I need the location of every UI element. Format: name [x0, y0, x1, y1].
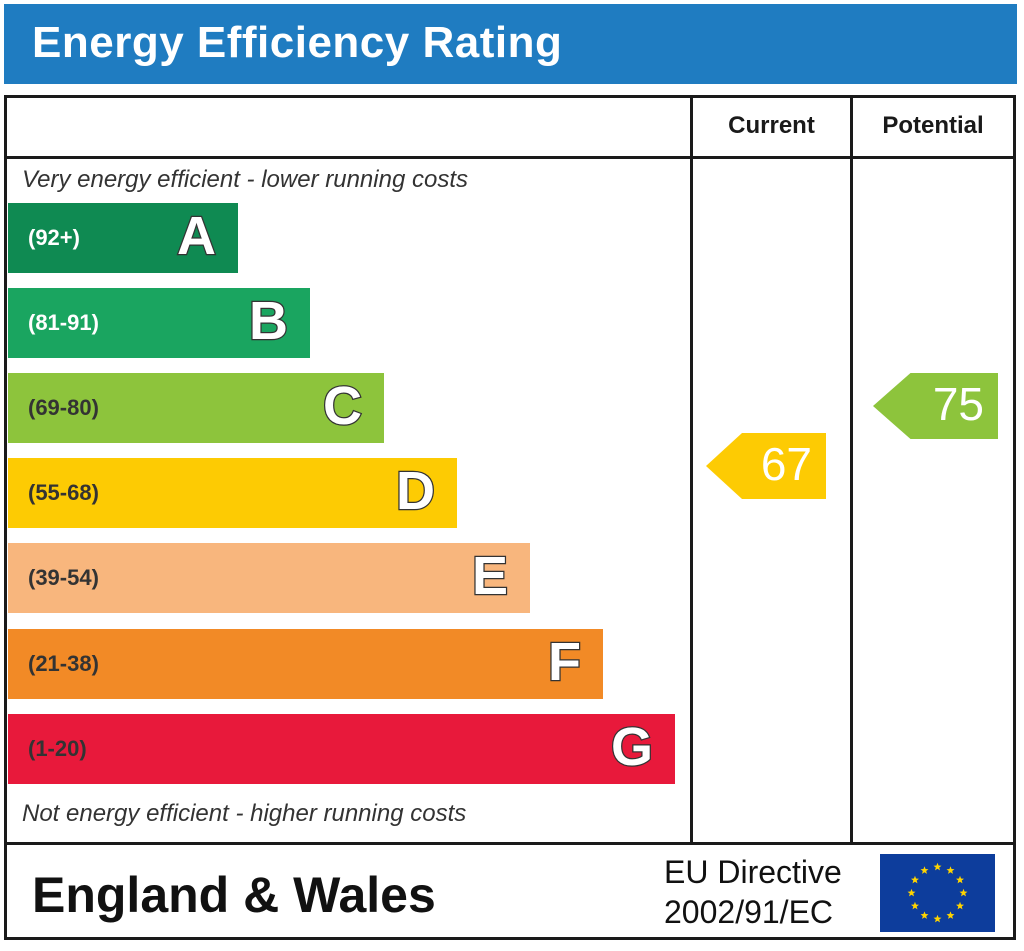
directive-line-1: EU Directive: [664, 854, 842, 890]
eu-star-icon: [933, 862, 942, 871]
eu-star-icon: [959, 888, 968, 897]
eu-directive: EU Directive 2002/91/EC: [664, 852, 842, 932]
top-caption: Very energy efficient - lower running co…: [22, 166, 468, 193]
band-range: (1-20): [28, 736, 87, 761]
band-letter: B: [248, 291, 290, 351]
band-range: (69-80): [28, 395, 99, 420]
band-f: (21-38) F: [8, 629, 603, 699]
header-row-divider: [4, 156, 1016, 159]
eu-star-icon: [920, 911, 929, 919]
band-c: (69-80) C: [8, 373, 384, 443]
eu-flag-icon: [880, 854, 995, 932]
eu-star-icon: [946, 911, 955, 919]
potential-column-heading: Potential: [882, 112, 984, 139]
band-range: (81-91): [28, 310, 99, 335]
current-rating-value: 67: [760, 438, 812, 490]
eu-star-icon: [920, 866, 929, 874]
divider-potential: [850, 95, 853, 845]
band-letter: D: [395, 461, 437, 521]
band-e: (39-54) E: [8, 543, 530, 613]
band-range: (55-68): [28, 480, 99, 505]
band-range: (92+): [28, 225, 80, 250]
eu-star-icon: [910, 901, 919, 910]
band-letter: G: [610, 717, 655, 777]
country-label: England & Wales: [32, 867, 436, 923]
eu-star-icon: [946, 866, 955, 874]
current-column-heading: Current: [728, 112, 815, 139]
directive-line-2: 2002/91/EC: [664, 894, 834, 930]
band-b: (81-91) B: [8, 288, 310, 358]
band-letter: C: [322, 376, 364, 436]
band-g: (1-20) G: [8, 714, 675, 784]
eu-star-icon: [956, 875, 965, 884]
band-range: (39-54): [28, 565, 99, 590]
band-letter: F: [547, 632, 583, 692]
page-title: Energy Efficiency Rating: [32, 18, 563, 67]
footer-row-divider: [4, 842, 1016, 845]
band-letter: E: [471, 546, 510, 606]
band-range: (21-38): [28, 651, 99, 676]
eu-star-icon: [907, 888, 916, 897]
header-bar: Energy Efficiency Rating: [4, 4, 1017, 84]
band-a: (92+) A: [8, 203, 238, 273]
eu-stars-icon: [907, 862, 968, 923]
eu-star-icon: [956, 901, 965, 910]
divider-current: [690, 95, 693, 845]
band-d: (55-68) D: [8, 458, 457, 528]
potential-rating-value: 75: [932, 378, 984, 430]
eu-star-icon: [933, 914, 942, 923]
eu-star-icon: [910, 875, 919, 884]
band-letter: A: [176, 206, 218, 266]
rating-table-frame: [4, 95, 1016, 940]
bottom-caption: Not energy efficient - higher running co…: [22, 800, 467, 827]
